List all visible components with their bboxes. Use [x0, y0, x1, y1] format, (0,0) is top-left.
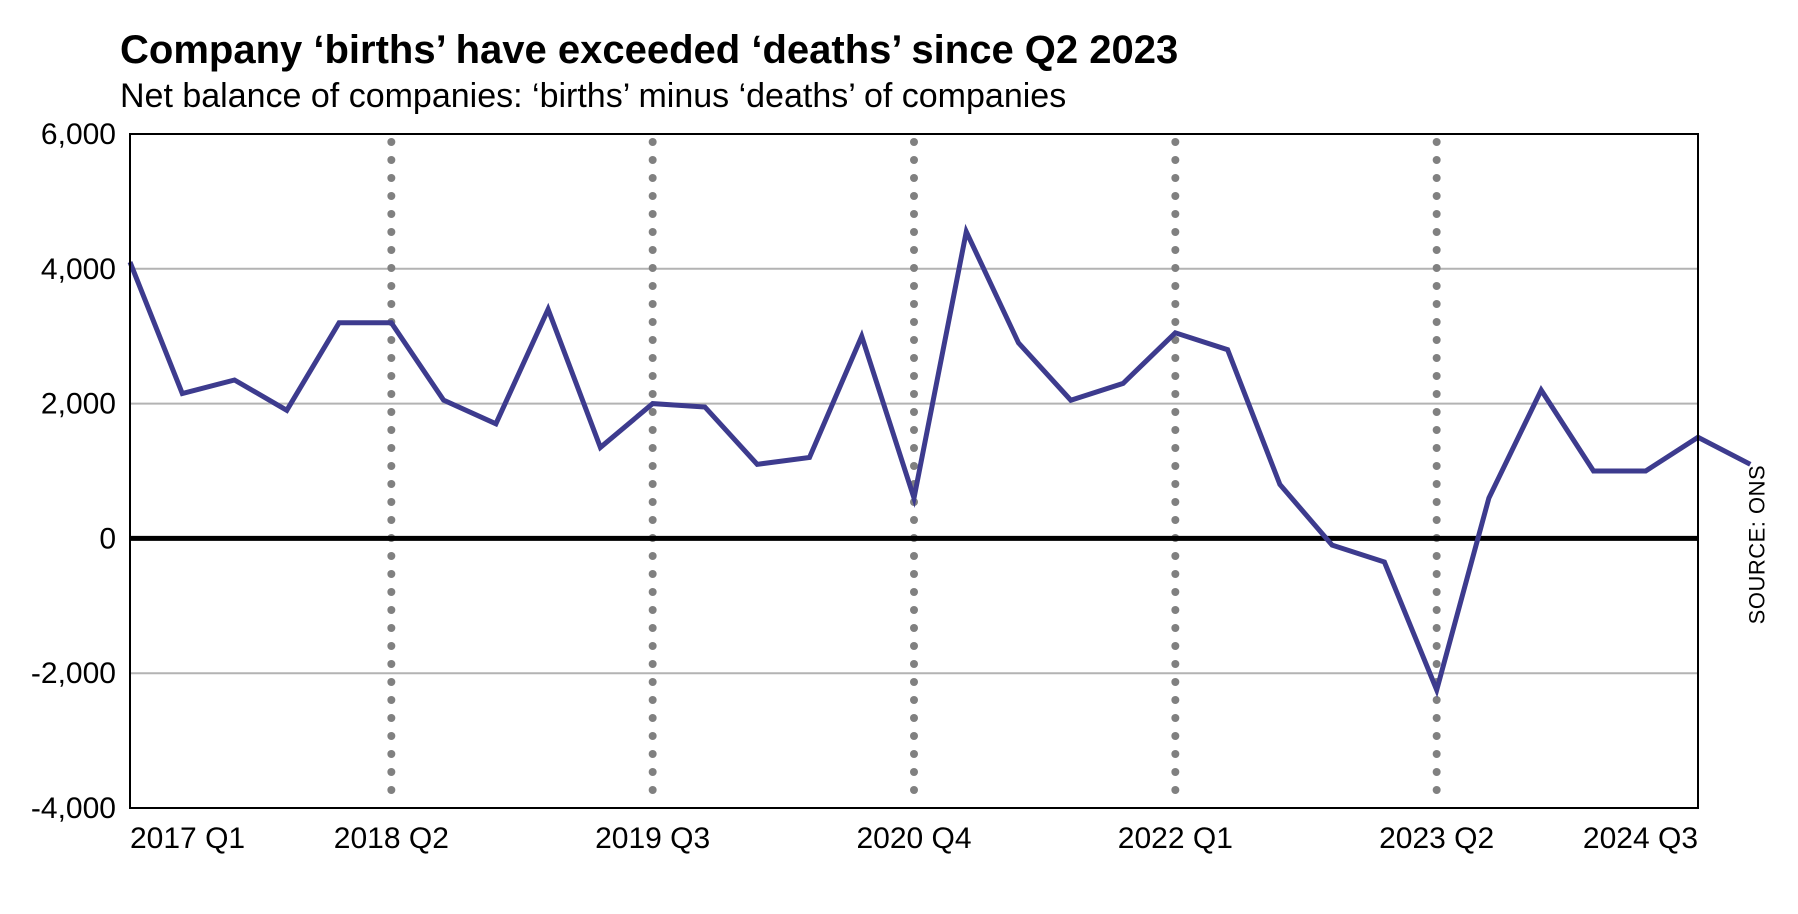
line-chart-svg: -4,000-2,00002,0004,0006,0002017 Q12018 … — [120, 116, 1708, 864]
x-tick-label: 2022 Q1 — [1118, 822, 1233, 855]
x-tick-label: 2017 Q1 — [130, 822, 245, 855]
x-tick-label: 2024 Q3 — [1583, 822, 1698, 855]
y-tick-label: 4,000 — [41, 253, 116, 286]
x-tick-label: 2018 Q2 — [334, 822, 449, 855]
y-tick-label: 6,000 — [41, 118, 116, 151]
y-tick-label: 2,000 — [41, 388, 116, 421]
x-tick-label: 2019 Q3 — [595, 822, 710, 855]
source-label: SOURCE: ONS — [1745, 465, 1771, 625]
x-tick-label: 2020 Q4 — [856, 822, 971, 855]
y-tick-label: -2,000 — [31, 657, 116, 690]
chart-title: Company ‘births’ have exceeded ‘deaths’ … — [120, 28, 1708, 73]
y-tick-label: 0 — [99, 522, 116, 555]
chart-container: Company ‘births’ have exceeded ‘deaths’ … — [0, 0, 1798, 914]
y-tick-label: -4,000 — [31, 792, 116, 825]
chart-subtitle: Net balance of companies: ‘births’ minus… — [120, 77, 1708, 116]
x-tick-label: 2023 Q2 — [1379, 822, 1494, 855]
